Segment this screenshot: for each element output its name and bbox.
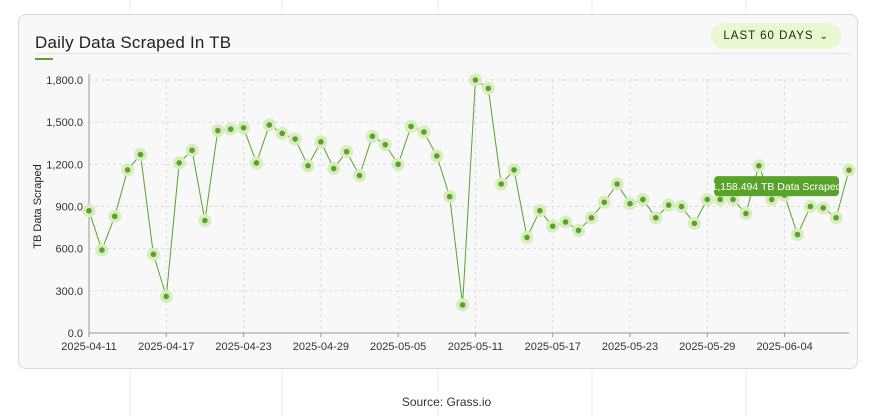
data-point bbox=[330, 165, 337, 172]
data-point bbox=[150, 251, 157, 258]
data-point bbox=[240, 124, 247, 131]
data-point bbox=[704, 196, 711, 203]
data-point bbox=[794, 231, 801, 238]
date-range-dropdown[interactable]: LAST 60 DAYS ⌄ bbox=[711, 23, 841, 49]
data-point bbox=[485, 85, 492, 92]
title-divider bbox=[35, 53, 851, 54]
source-caption: Source: Grass.io bbox=[401, 395, 492, 409]
data-point bbox=[395, 161, 401, 168]
x-tick-label: 2025-05-23 bbox=[602, 341, 658, 353]
data-point bbox=[717, 196, 723, 203]
tooltip-text: 1,158.494 TB Data Scraped bbox=[712, 181, 842, 193]
data-point bbox=[318, 139, 324, 145]
data-point bbox=[86, 207, 92, 214]
data-point bbox=[498, 181, 505, 187]
data-point bbox=[691, 220, 698, 227]
title-accent-bar bbox=[35, 58, 53, 60]
data-point bbox=[833, 214, 839, 221]
data-point bbox=[279, 130, 286, 137]
data-point bbox=[163, 293, 170, 300]
data-point bbox=[189, 147, 195, 154]
x-tick-label: 2025-04-29 bbox=[293, 341, 349, 353]
data-point bbox=[227, 126, 234, 132]
tooltip-box bbox=[714, 176, 839, 197]
x-tick-label: 2025-04-17 bbox=[138, 341, 194, 353]
y-tick-label: 900.0 bbox=[55, 202, 83, 214]
data-point bbox=[253, 160, 260, 166]
data-point bbox=[537, 207, 543, 214]
data-point bbox=[99, 247, 105, 253]
data-point bbox=[846, 167, 852, 173]
data-point bbox=[652, 214, 659, 221]
x-tick-label: 2025-06-04 bbox=[756, 341, 812, 353]
data-point bbox=[575, 227, 582, 234]
data-point bbox=[614, 181, 620, 187]
y-tick-label: 1,800.0 bbox=[46, 75, 83, 87]
data-point bbox=[421, 129, 427, 135]
data-point bbox=[743, 210, 749, 217]
data-point bbox=[730, 196, 736, 203]
data-point bbox=[433, 153, 440, 159]
chevron-down-icon: ⌄ bbox=[819, 30, 829, 42]
date-range-label: LAST 60 DAYS bbox=[723, 30, 814, 42]
data-point bbox=[524, 234, 530, 241]
chart-title: Daily Data Scraped In TB bbox=[35, 33, 232, 52]
data-point bbox=[820, 205, 827, 211]
data-point bbox=[111, 213, 118, 220]
data-point bbox=[472, 77, 479, 83]
data-point bbox=[137, 151, 144, 158]
data-point bbox=[266, 122, 273, 128]
y-tick-label: 600.0 bbox=[55, 244, 83, 256]
x-tick-label: 2025-04-23 bbox=[215, 341, 271, 353]
data-point bbox=[202, 217, 208, 224]
data-point bbox=[305, 162, 311, 169]
data-point bbox=[640, 196, 646, 203]
data-point bbox=[215, 127, 221, 134]
data-point bbox=[459, 302, 466, 308]
data-point bbox=[356, 172, 363, 179]
data-point bbox=[549, 223, 556, 229]
y-tick-label: 1,200.0 bbox=[46, 159, 83, 171]
data-point bbox=[382, 141, 389, 148]
data-point bbox=[562, 219, 569, 225]
data-point bbox=[343, 148, 350, 155]
y-tick-label: 0.0 bbox=[68, 328, 83, 340]
x-tick-label: 2025-05-05 bbox=[370, 341, 426, 353]
x-tick-label: 2025-05-17 bbox=[525, 341, 581, 353]
data-point bbox=[408, 123, 414, 130]
data-point bbox=[678, 203, 685, 210]
data-point bbox=[124, 167, 131, 173]
data-point bbox=[601, 199, 608, 206]
data-point bbox=[292, 136, 298, 142]
data-point bbox=[446, 193, 453, 200]
data-point bbox=[807, 203, 814, 210]
y-tick-label: 300.0 bbox=[55, 286, 83, 298]
data-point bbox=[768, 196, 775, 203]
x-tick-label: 2025-05-29 bbox=[679, 341, 735, 353]
data-point bbox=[665, 202, 672, 208]
data-point bbox=[756, 162, 762, 169]
data-point bbox=[176, 160, 182, 166]
data-point bbox=[511, 167, 517, 173]
data-point bbox=[627, 200, 633, 207]
data-point bbox=[588, 214, 595, 221]
data-point bbox=[369, 133, 376, 140]
y-axis-label: TB Data Scraped bbox=[32, 164, 44, 248]
x-tick-label: 2025-04-11 bbox=[61, 341, 116, 353]
x-tick-label: 2025-05-11 bbox=[448, 341, 503, 353]
y-tick-label: 1,500.0 bbox=[46, 117, 83, 129]
